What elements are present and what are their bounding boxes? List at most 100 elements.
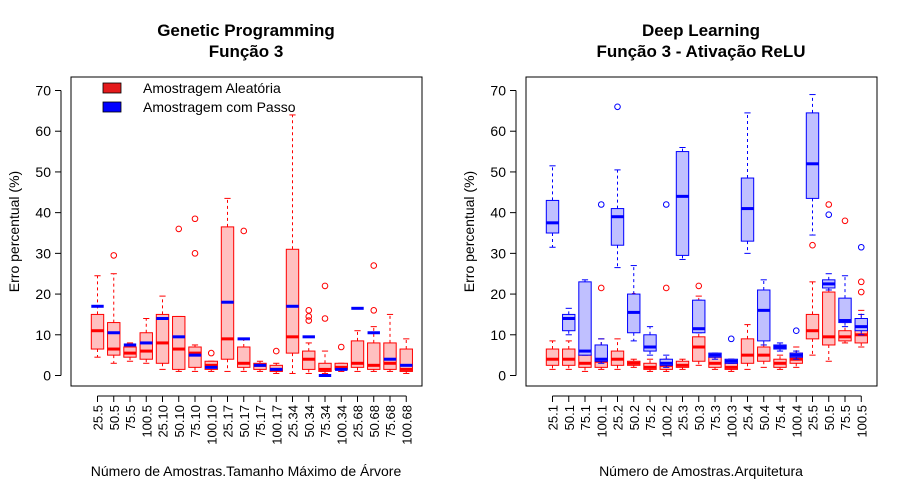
box-iqr xyxy=(383,342,397,370)
outlier-point xyxy=(191,215,199,223)
box-passo xyxy=(610,103,625,269)
x-tick-label: 100.1 xyxy=(594,405,609,438)
box-passo xyxy=(659,201,673,368)
outlier-point xyxy=(370,262,378,269)
box-passo xyxy=(627,265,641,342)
box-passo xyxy=(838,275,852,328)
x-tick-label: 75.5 xyxy=(123,405,138,430)
x-tick-label: 25.2 xyxy=(611,405,626,430)
outlier-point xyxy=(110,252,118,259)
outlier-point xyxy=(175,225,183,233)
y-axis-label: Erro percentual (%) xyxy=(6,171,22,292)
x-tick-label: 100.10 xyxy=(204,405,219,445)
box-iqr xyxy=(854,318,868,332)
box-aleatoria xyxy=(757,298,771,368)
x-tick-label: 100.2 xyxy=(659,405,674,438)
box-iqr xyxy=(318,362,332,372)
box-aleatoria xyxy=(805,241,820,356)
y-tick-label: 60 xyxy=(35,123,51,139)
outlier-point xyxy=(321,315,329,322)
box-passo xyxy=(562,307,576,336)
box-iqr xyxy=(805,313,820,340)
x-tick-label: 50.68 xyxy=(367,405,382,438)
box-aleatoria xyxy=(367,262,381,372)
box-passo xyxy=(724,335,738,364)
box-passo xyxy=(740,112,755,254)
box-aleatoria xyxy=(90,275,105,358)
box-aleatoria xyxy=(643,343,657,372)
box-aleatoria xyxy=(188,215,202,372)
x-tick-label: 50.5 xyxy=(822,405,837,430)
box-iqr xyxy=(822,291,836,346)
outlier-point xyxy=(809,241,816,249)
box-passo xyxy=(578,279,592,356)
box-iqr xyxy=(805,112,820,199)
outlier-point xyxy=(614,103,621,111)
outlier-point xyxy=(792,327,800,335)
plot-frame xyxy=(70,76,423,387)
box-iqr xyxy=(545,199,560,234)
outlier-point xyxy=(370,307,378,314)
outlier-point xyxy=(825,211,833,218)
box-passo xyxy=(675,147,690,260)
box-aleatoria xyxy=(107,252,121,364)
box-iqr xyxy=(578,281,592,356)
outlier-point xyxy=(727,335,735,343)
x-tick-label: 50.4 xyxy=(757,405,772,430)
box-aleatoria xyxy=(822,201,836,362)
box-iqr xyxy=(578,354,592,368)
box-iqr xyxy=(172,315,186,370)
box-aleatoria xyxy=(220,197,235,372)
x-tick-label: 75.68 xyxy=(383,405,398,438)
box-iqr xyxy=(220,226,235,360)
outlier-point xyxy=(857,288,865,296)
y-tick-label: 50 xyxy=(35,164,51,180)
x-tick-label: 75.1 xyxy=(578,405,593,430)
x-tick-label: 25.17 xyxy=(221,405,236,438)
box-iqr xyxy=(188,346,202,368)
outlier-point xyxy=(272,347,280,355)
legend-label-aleatoria: Amostragem Aleatória xyxy=(143,80,281,96)
x-tick-label: 50.34 xyxy=(302,405,317,438)
outlier-point xyxy=(321,282,329,290)
panel-genetic-programming: Genetic Programming Função 3 0 10 20 30 40 50 60… xyxy=(6,21,423,479)
box-aleatoria xyxy=(237,227,251,372)
outlier-point xyxy=(207,349,215,357)
box-iqr xyxy=(838,297,852,324)
legend-swatch-passo xyxy=(102,101,122,113)
box-aleatoria xyxy=(383,313,397,372)
x-tick-label: 25.34 xyxy=(286,405,301,438)
box-aleatoria xyxy=(399,338,413,374)
x-tick-label: 75.34 xyxy=(318,405,333,438)
x-tick-label: 50.10 xyxy=(172,405,187,438)
box-aleatoria xyxy=(155,295,170,370)
box-aleatoria xyxy=(302,307,316,374)
box-iqr xyxy=(350,340,365,368)
x-tick-label: 25.5 xyxy=(91,405,106,430)
box-iqr xyxy=(610,208,625,246)
chart-title: Genetic Programming xyxy=(157,21,335,40)
x-tick-label: 25.4 xyxy=(741,405,756,430)
box-passo xyxy=(643,326,657,356)
box-aleatoria xyxy=(334,343,348,372)
x-tick-label: 75.17 xyxy=(253,405,268,438)
box-iqr xyxy=(139,332,153,360)
box-iqr xyxy=(757,289,771,342)
box-passo xyxy=(822,211,836,291)
box-passo xyxy=(854,243,868,336)
y-axis-label: Erro percentual (%) xyxy=(461,171,477,292)
y-tick-label: 30 xyxy=(490,245,506,261)
box-aleatoria xyxy=(204,349,218,372)
outlier-point xyxy=(191,250,199,257)
box-aleatoria xyxy=(139,318,153,364)
x-tick-label: 100.4 xyxy=(789,405,804,438)
y-tick-label: 30 xyxy=(35,245,51,261)
outlier-point xyxy=(597,284,605,292)
chart-subtitle: Função 3 - Ativação ReLU xyxy=(596,42,805,61)
outlier-point xyxy=(305,307,313,314)
box-aleatoria xyxy=(350,330,365,372)
outlier-point xyxy=(305,317,313,324)
box-passo xyxy=(692,299,706,334)
legend-swatch-aleatoria xyxy=(102,82,122,94)
